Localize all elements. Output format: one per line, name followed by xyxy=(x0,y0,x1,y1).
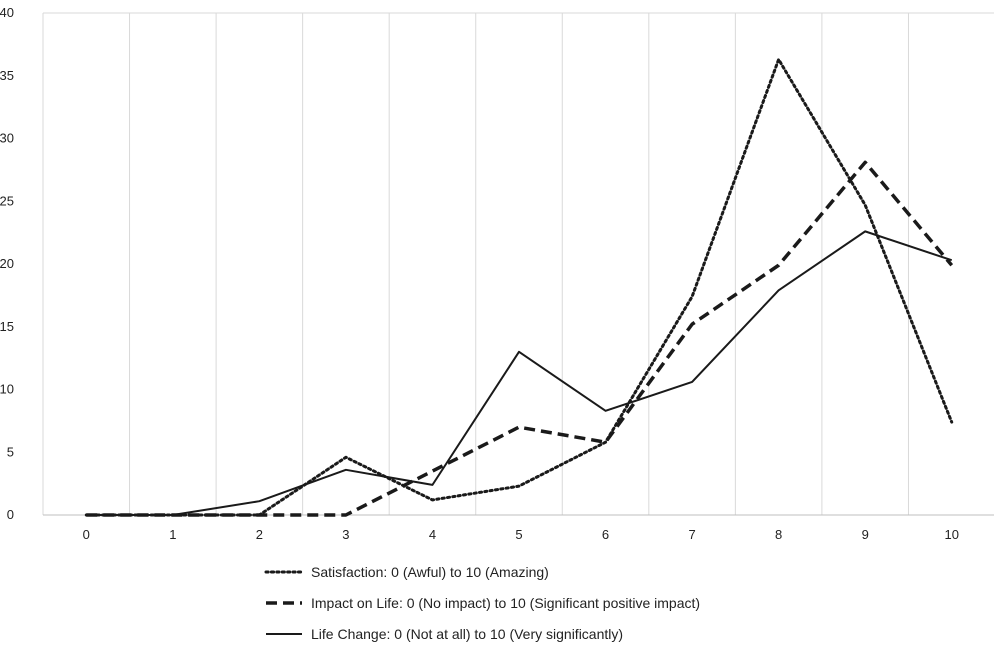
legend: Satisfaction: 0 (Awful) to 10 (Amazing) I… xyxy=(264,564,700,642)
y-tick-label: 35 xyxy=(0,68,14,83)
x-tick-label: 4 xyxy=(429,527,436,542)
y-tick-label: 10 xyxy=(0,382,14,397)
x-tick-label: 6 xyxy=(602,527,609,542)
x-tick-label: 10 xyxy=(944,527,958,542)
y-tick-label: 20 xyxy=(0,256,14,271)
series-lines xyxy=(84,57,954,517)
series-line-solid xyxy=(86,230,953,516)
legend-label: Satisfaction: 0 (Awful) to 10 (Amazing) xyxy=(311,564,549,580)
y-tick-label: 40 xyxy=(0,5,14,20)
x-tick-label: 2 xyxy=(256,527,263,542)
x-tick-label: 1 xyxy=(169,527,176,542)
y-tick-label: 5 xyxy=(7,444,14,459)
y-tick-label: 15 xyxy=(0,319,14,334)
legend-label: Impact on Life: 0 (No impact) to 10 (Sig… xyxy=(311,595,700,611)
y-tick-label: 30 xyxy=(0,131,14,146)
grid xyxy=(42,12,994,515)
x-tick-label: 3 xyxy=(342,527,349,542)
x-tick-label: 9 xyxy=(862,527,869,542)
series-line-dotted xyxy=(84,57,954,517)
x-tick-label: 8 xyxy=(775,527,782,542)
axes: 0 5 10 15 20 25 30 35 40 0 1 2 3 4 5 6 7 8 9 10 xyxy=(0,5,994,542)
y-tick-label: 25 xyxy=(0,193,14,208)
series-line-dashed xyxy=(86,160,954,517)
y-tick-label: 0 xyxy=(7,507,14,522)
legend-label: Life Change: 0 (Not at all) to 10 (Very … xyxy=(311,626,623,642)
x-tick-label: 0 xyxy=(83,527,90,542)
x-tick-label: 5 xyxy=(515,527,522,542)
x-tick-label: 7 xyxy=(688,527,695,542)
